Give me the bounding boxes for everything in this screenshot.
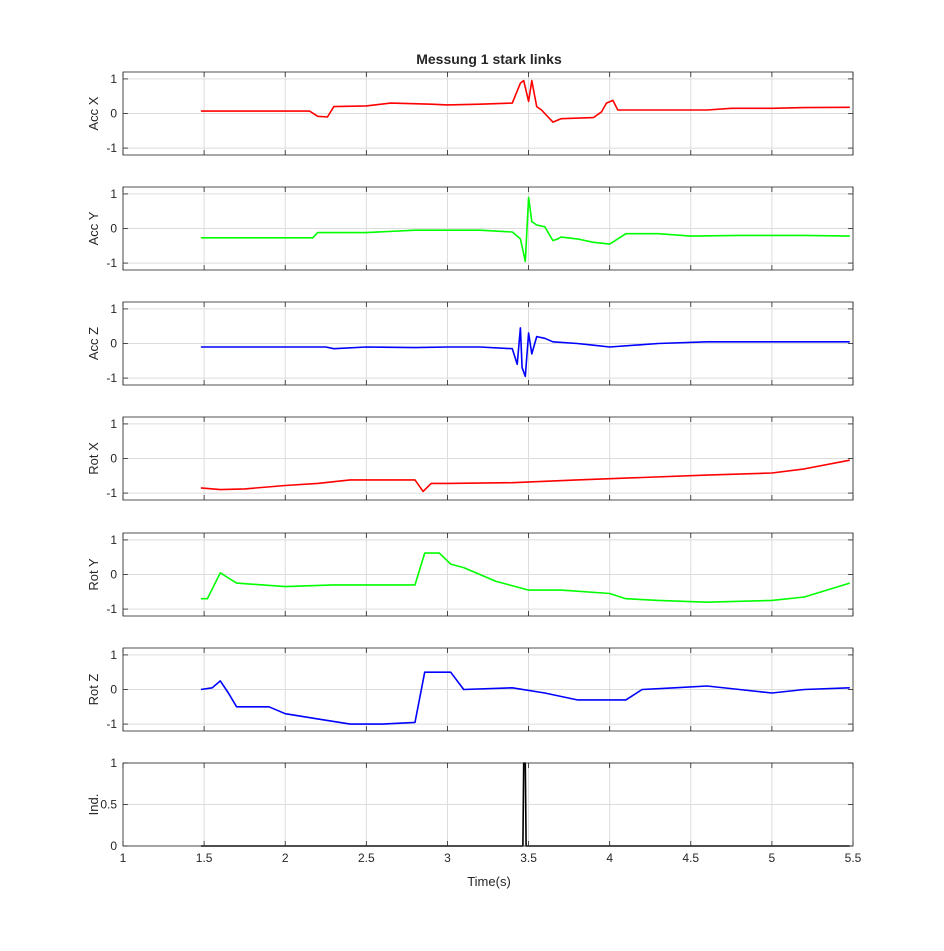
y-axis-label: Acc Y — [86, 211, 101, 245]
x-tick-label: 3 — [444, 851, 451, 865]
y-tick-label: 0 — [110, 337, 117, 351]
y-tick-label: -1 — [106, 141, 117, 155]
subplot-4: -1 0 1 Rot X — [86, 416, 854, 501]
y-axis-label: Ind. — [86, 794, 101, 816]
y-tick-label: 0 — [110, 222, 117, 236]
y-tick-label: 0 — [110, 839, 117, 853]
subplot-3: -1 0 1 Acc Z — [86, 301, 854, 386]
y-tick-label: 0 — [110, 107, 117, 121]
series-line-3-1 — [200, 327, 850, 378]
series-line-1-1 — [200, 79, 850, 123]
x-tick-label: 2 — [282, 851, 289, 865]
x-tick-label: 5 — [769, 851, 776, 865]
y-tick-label: 1 — [110, 187, 117, 201]
series-line-6-1 — [200, 671, 850, 725]
y-tick-label: -1 — [106, 256, 117, 270]
y-axis-label: Rot X — [86, 442, 101, 475]
x-tick-label: 1.5 — [196, 851, 213, 865]
y-tick-label: -1 — [106, 371, 117, 385]
subplot-1: -1 0 1 Acc X — [86, 71, 854, 156]
y-tick-label: 1 — [110, 533, 117, 547]
y-tick-label: 0.5 — [100, 798, 117, 812]
y-tick-label: 1 — [110, 72, 117, 86]
series-line-5-1 — [200, 552, 851, 604]
subplot-5: -1 0 1 Rot Y — [86, 532, 854, 617]
y-axis-label: Acc Z — [86, 327, 101, 360]
y-axis-label: Rot Z — [86, 674, 101, 706]
y-tick-label: 0 — [110, 568, 117, 582]
y-tick-label: 0 — [110, 452, 117, 466]
y-tick-label: 1 — [110, 417, 117, 431]
subplot-2: -1 0 1 Acc Y — [86, 186, 854, 271]
x-axis-label: Time(s) — [467, 874, 511, 889]
figure-title: Messung 1 stark links — [416, 51, 562, 67]
y-tick-label: -1 — [106, 602, 117, 616]
series-line-4-1 — [200, 459, 850, 493]
series-line-2-1 — [200, 196, 850, 263]
x-tick-label: 3.5 — [520, 851, 537, 865]
x-tick-label: 4 — [606, 851, 613, 865]
y-axis-label: Acc X — [86, 96, 101, 130]
x-tick-label: 5.5 — [845, 851, 862, 865]
y-tick-label: 1 — [110, 648, 117, 662]
y-tick-label: 0 — [110, 683, 117, 697]
y-tick-label: -1 — [106, 717, 117, 731]
y-tick-label: 1 — [110, 756, 117, 770]
subplot-7: 0 0.5 1 1 1.5 2 2.5 3 3.5 4 4.5 5 5.5 Ind. — [86, 756, 862, 865]
x-tick-label: 2.5 — [358, 851, 375, 865]
x-tick-label: 4.5 — [682, 851, 699, 865]
y-tick-label: -1 — [106, 486, 117, 500]
y-axis-label: Rot Y — [86, 558, 101, 591]
subplot-6: -1 0 1 Rot Z — [86, 647, 854, 732]
y-tick-label: 1 — [110, 302, 117, 316]
x-tick-label: 1 — [120, 851, 127, 865]
